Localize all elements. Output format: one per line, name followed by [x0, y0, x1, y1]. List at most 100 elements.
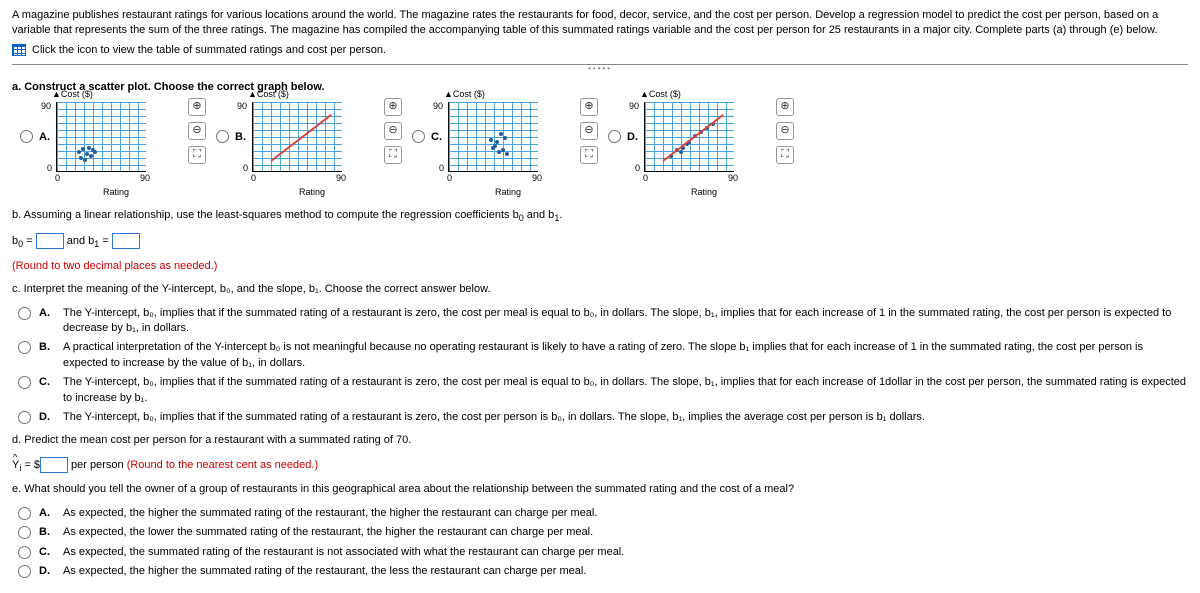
- part-b-eq: b0 = and b1 =: [12, 233, 1188, 251]
- mc-item[interactable]: D.The Y-intercept, b₀, implies that if t…: [18, 410, 1188, 425]
- mc-letter: D.: [39, 410, 55, 425]
- expand-icon[interactable]: ⛶: [776, 146, 794, 164]
- chart-a-ymin: 0: [47, 162, 52, 175]
- part-c-options: A.The Y-intercept, b₀, implies that if t…: [18, 306, 1188, 426]
- mc-item[interactable]: B.A practical interpretation of the Y-in…: [18, 340, 1188, 371]
- zoom-out-icon[interactable]: ⊖: [384, 122, 402, 140]
- chart-a-xmax: 90: [140, 172, 150, 185]
- yhat-input[interactable]: [40, 457, 68, 473]
- chart-a-ymax: 90: [41, 100, 51, 113]
- chart-c-ytitle: ▲Cost ($): [444, 88, 485, 101]
- option-a-letter: A.: [39, 130, 50, 145]
- mc-text: As expected, the higher the summated rat…: [63, 506, 597, 521]
- chart-b-ymax: 90: [237, 100, 247, 113]
- part-e-label: e. What should you tell the owner of a g…: [12, 482, 1188, 497]
- chart-a-ytitle: ▲Cost ($): [52, 88, 93, 101]
- option-b[interactable]: B. ▲Cost ($) 90 0 0 90 Rating ⊕ ⊖ ⛶: [216, 102, 372, 199]
- mc-item[interactable]: A.The Y-intercept, b₀, implies that if t…: [18, 306, 1188, 337]
- icon-link-text: Click the icon to view the table of summ…: [32, 43, 386, 58]
- chart-d-ymin: 0: [635, 162, 640, 175]
- mc-text: A practical interpretation of the Y-inte…: [63, 340, 1188, 371]
- chart-b-xmin: 0: [251, 172, 256, 185]
- mc-text: As expected, the summated rating of the …: [63, 545, 624, 560]
- chart-b-xmax: 90: [336, 172, 346, 185]
- radio-a[interactable]: [20, 130, 33, 143]
- chart-c-ymax: 90: [433, 100, 443, 113]
- per-person-label: per person: [68, 459, 127, 471]
- eq-sign2: =: [99, 235, 112, 247]
- chart-d-ytitle: ▲Cost ($): [640, 88, 681, 101]
- zoom-in-icon[interactable]: ⊕: [580, 98, 598, 116]
- option-c[interactable]: C. ▲Cost ($) 90 0 0 90 Rating ⊕ ⊖ ⛶: [412, 102, 568, 199]
- chart-c: 90 0 0 90: [448, 102, 538, 172]
- radio-pc-0[interactable]: [18, 307, 31, 320]
- expand-icon[interactable]: ⛶: [188, 146, 206, 164]
- chart-d-xmin: 0: [643, 172, 648, 185]
- part-d-label: d. Predict the mean cost per person for …: [12, 433, 1188, 448]
- eq-sign1: =: [23, 235, 36, 247]
- radio-d[interactable]: [608, 130, 621, 143]
- mc-letter: C.: [39, 375, 55, 390]
- part-b-text2: and b: [524, 209, 555, 221]
- problem-intro: A magazine publishes restaurant ratings …: [12, 8, 1188, 39]
- radio-pc-1[interactable]: [18, 341, 31, 354]
- option-b-letter: B.: [235, 130, 246, 145]
- chart-c-xtitle: Rating: [448, 186, 568, 199]
- chart-b: 90 0 0 90: [252, 102, 342, 172]
- scatter-options: A. ▲Cost ($) 90 0 0 90 Rating ⊕ ⊖ ⛶ B. ▲…: [20, 102, 1188, 199]
- zoom-out-icon[interactable]: ⊖: [776, 122, 794, 140]
- part-a-label: a. Construct a scatter plot. Choose the …: [12, 80, 1188, 95]
- chart-b-ymin: 0: [243, 162, 248, 175]
- mc-item[interactable]: C. The Y-intercept, b₀, implies that if t…: [18, 375, 1188, 406]
- option-c-letter: C.: [431, 130, 442, 145]
- zoom-in-icon[interactable]: ⊕: [188, 98, 206, 116]
- mc-text: The Y-intercept, b₀, implies that if the…: [63, 306, 1188, 337]
- zoom-out-icon[interactable]: ⊖: [580, 122, 598, 140]
- data-table-link[interactable]: Click the icon to view the table of summ…: [12, 43, 1188, 58]
- mc-item[interactable]: D.As expected, the higher the summated r…: [18, 564, 1188, 579]
- part-b-hint: (Round to two decimal places as needed.): [12, 259, 1188, 274]
- mc-text: The Y-intercept, b₀, implies that if the…: [63, 375, 1188, 406]
- mc-item[interactable]: C. As expected, the summated rating of th…: [18, 545, 1188, 560]
- option-a[interactable]: A. ▲Cost ($) 90 0 0 90 Rating ⊕ ⊖ ⛶: [20, 102, 176, 199]
- radio-pc-2[interactable]: [18, 376, 31, 389]
- chart-a-xtitle: Rating: [56, 186, 176, 199]
- radio-pe-2[interactable]: [18, 546, 31, 559]
- chart-b-xtitle: Rating: [252, 186, 372, 199]
- radio-pe-0[interactable]: [18, 507, 31, 520]
- part-d-hint: (Round to the nearest cent as needed.): [127, 459, 318, 471]
- ellipsis: •••••: [12, 63, 1188, 74]
- mc-item[interactable]: A. As expected, the higher the summated r…: [18, 506, 1188, 521]
- option-d[interactable]: D. ▲Cost ($) 90 0 0 90 Rating ⊕ ⊖ ⛶: [608, 102, 764, 199]
- chart-d-xtitle: Rating: [644, 186, 764, 199]
- chart-d-ymax: 90: [629, 100, 639, 113]
- expand-icon[interactable]: ⛶: [580, 146, 598, 164]
- chart-d: 90 0 0 90: [644, 102, 734, 172]
- chart-c-xmin: 0: [447, 172, 452, 185]
- expand-icon[interactable]: ⛶: [384, 146, 402, 164]
- chart-c-xmax: 90: [532, 172, 542, 185]
- zoom-out-icon[interactable]: ⊖: [188, 122, 206, 140]
- part-b-text3: .: [559, 209, 562, 221]
- eq-dollar: = $: [21, 459, 40, 471]
- zoom-in-icon[interactable]: ⊕: [384, 98, 402, 116]
- option-d-letter: D.: [627, 130, 638, 145]
- chart-a-xmin: 0: [55, 172, 60, 185]
- b0-input[interactable]: [36, 233, 64, 249]
- chart-b-ytitle: ▲Cost ($): [248, 88, 289, 101]
- and-label: and b: [64, 235, 95, 247]
- radio-c[interactable]: [412, 130, 425, 143]
- zoom-in-icon[interactable]: ⊕: [776, 98, 794, 116]
- chart-d-xmax: 90: [728, 172, 738, 185]
- part-c-label: c. Interpret the meaning of the Y-interc…: [12, 282, 1188, 297]
- radio-pc-3[interactable]: [18, 411, 31, 424]
- mc-letter: C.: [39, 545, 55, 560]
- part-b-text1: b. Assuming a linear relationship, use t…: [12, 209, 519, 221]
- mc-letter: A.: [39, 506, 55, 521]
- radio-pe-3[interactable]: [18, 565, 31, 578]
- radio-b[interactable]: [216, 130, 229, 143]
- table-icon: [12, 44, 26, 56]
- b1-input[interactable]: [112, 233, 140, 249]
- yhat-label: Y: [12, 458, 19, 473]
- part-e-options: A. As expected, the higher the summated r…: [18, 506, 1188, 580]
